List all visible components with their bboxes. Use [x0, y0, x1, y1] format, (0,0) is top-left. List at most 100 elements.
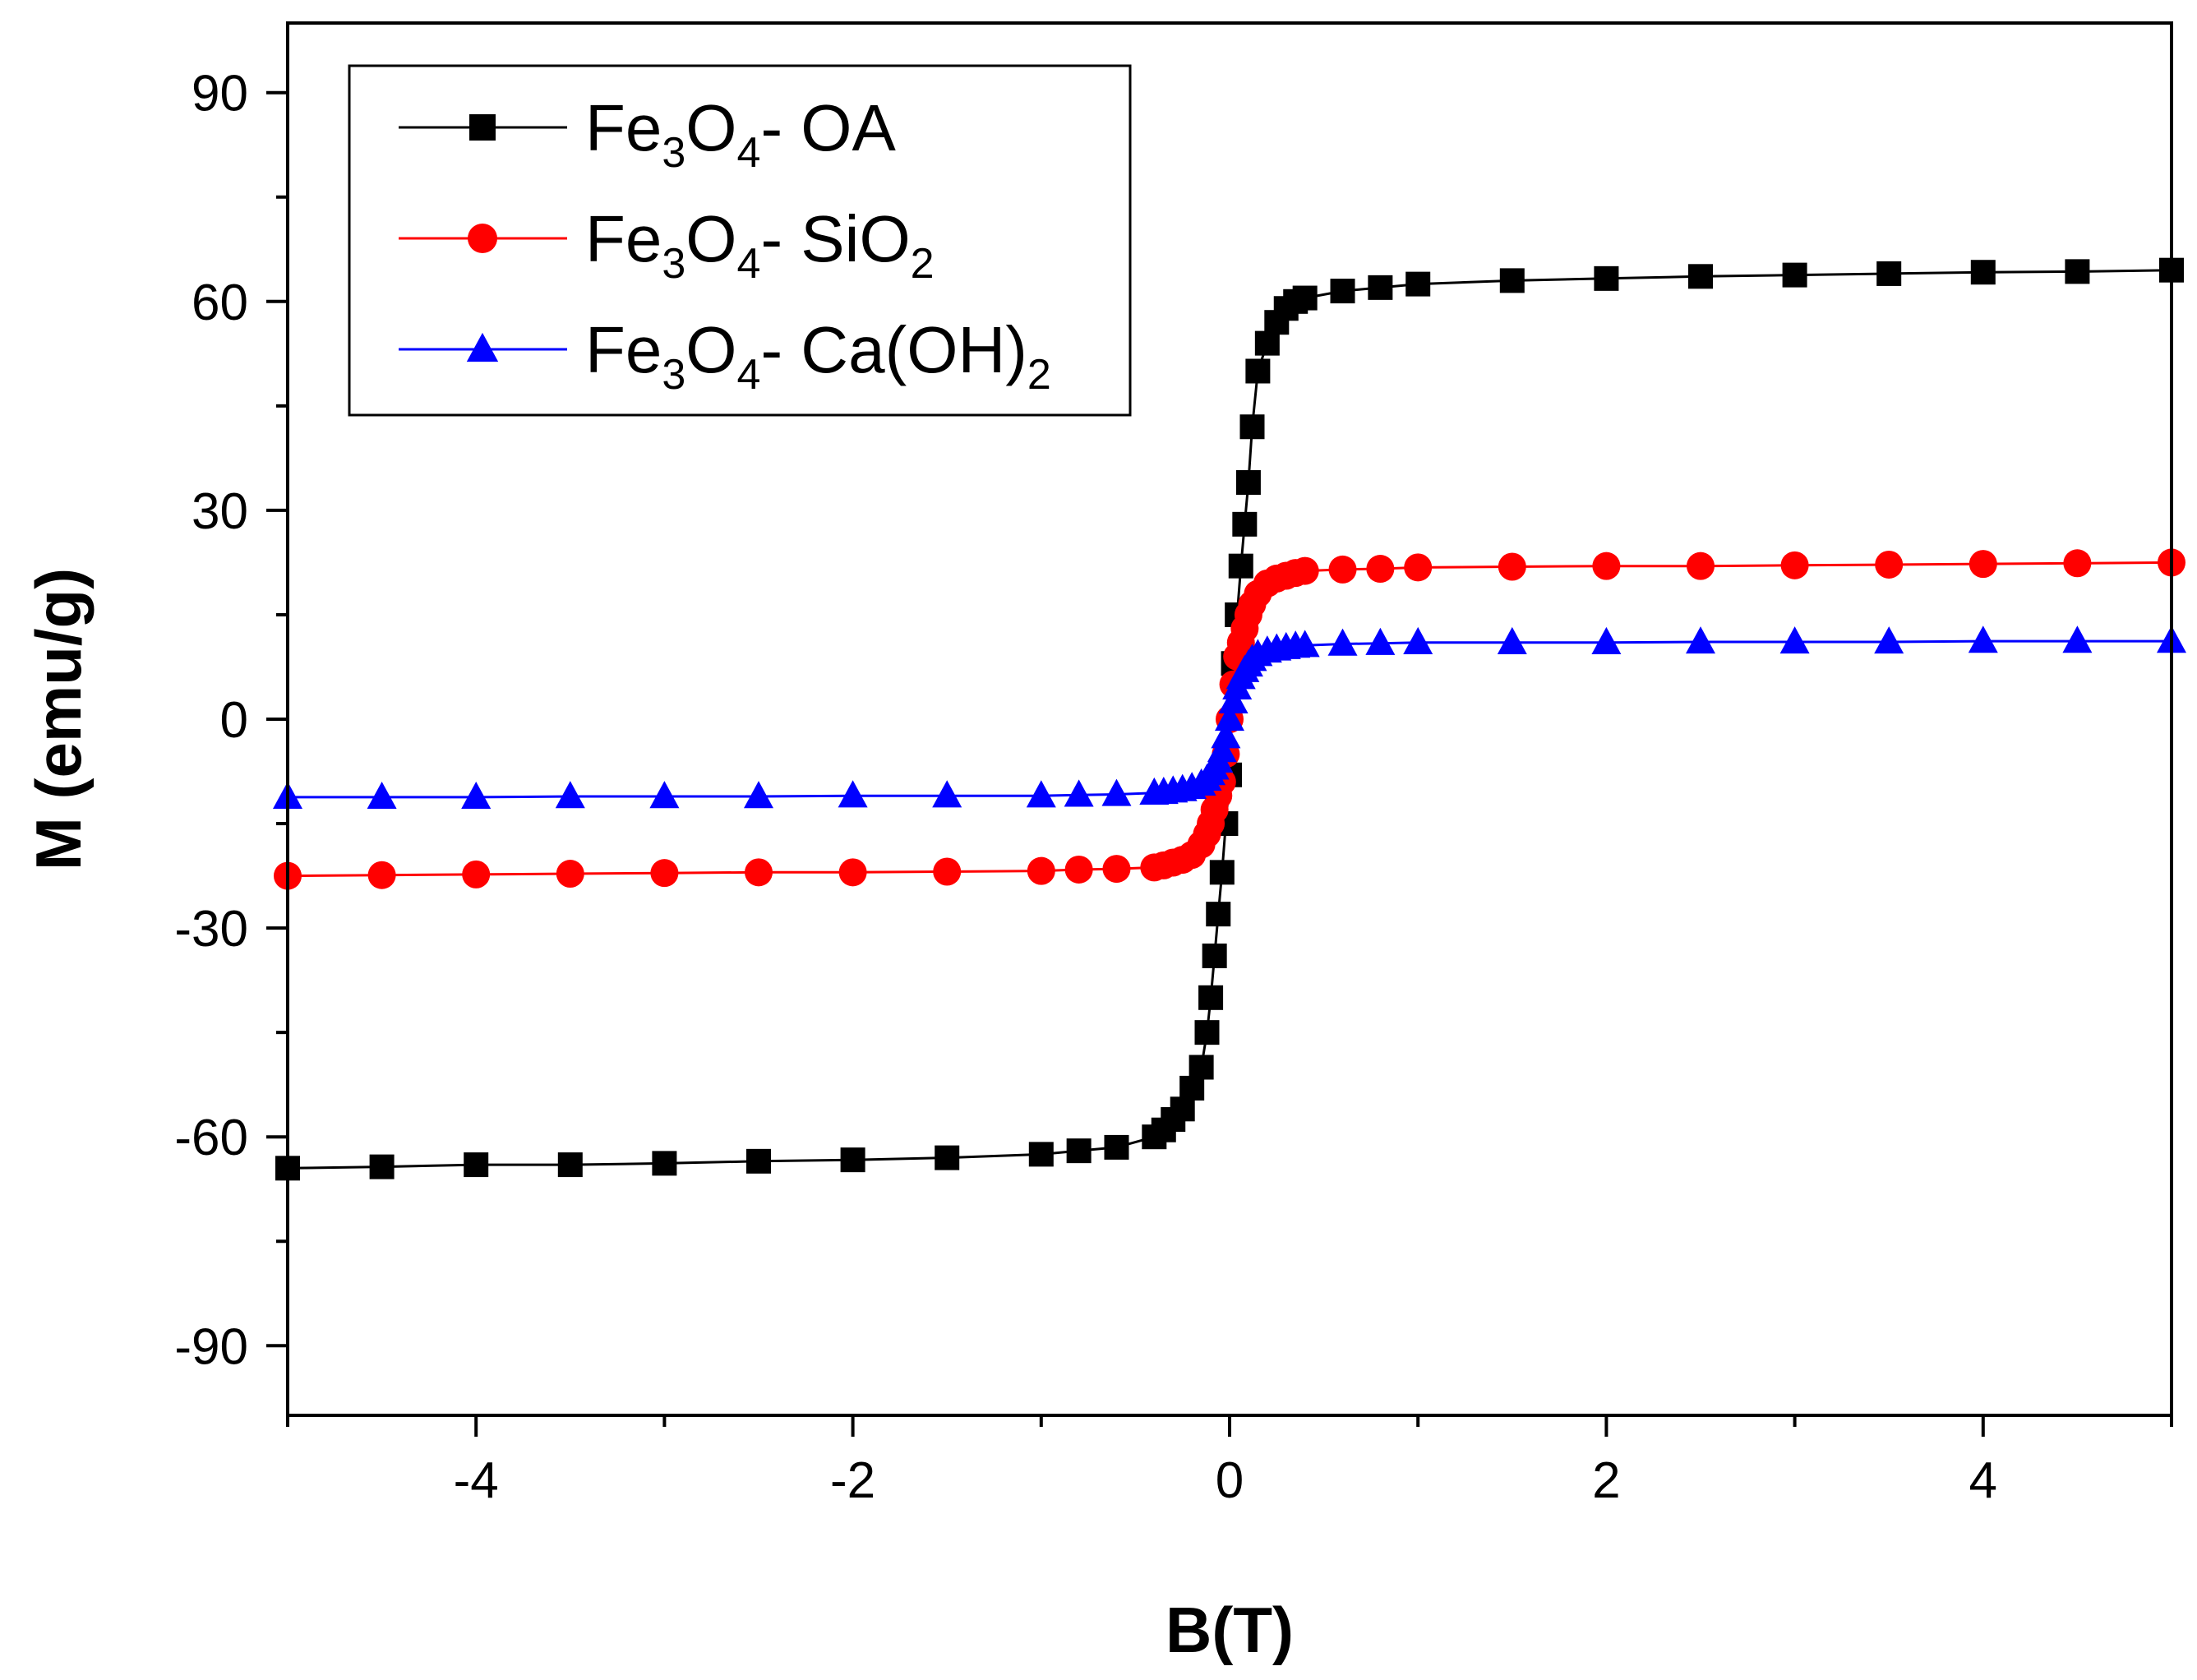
series-3-point: [1290, 630, 1320, 658]
series-1-point: [1292, 285, 1318, 311]
series-1-point: [1228, 553, 1253, 579]
series-1-point: [652, 1151, 677, 1176]
series-2-point: [745, 858, 773, 887]
series-2-point: [462, 860, 491, 888]
legend-label-2: Fe3O4- SiO2: [585, 202, 935, 288]
series-1-point: [1170, 1096, 1195, 1122]
series-2-point: [1027, 856, 1055, 885]
series-1-point: [1330, 279, 1355, 304]
legend-label-1: Fe3O4- OA: [585, 91, 897, 177]
series-2-point: [1875, 550, 1904, 579]
series-3-point: [1064, 779, 1094, 807]
series-1-point: [1499, 268, 1525, 293]
series-1-point: [1028, 1142, 1054, 1167]
series-3-point: [1327, 628, 1358, 656]
series-3-point: [1101, 778, 1132, 806]
series-1-point: [1254, 330, 1280, 356]
series-3-point: [1218, 685, 1249, 713]
series-3-point: [1591, 626, 1622, 655]
y-axis-title: M (emu/g): [22, 568, 95, 870]
series-3-point: [1874, 626, 1904, 654]
series-1-point: [1209, 860, 1235, 885]
series-1-point: [1405, 271, 1431, 297]
series-2-point: [2063, 549, 2092, 578]
y-tick-label: 0: [220, 692, 248, 749]
y-tick-label: 30: [192, 483, 248, 540]
y-tick-label: -30: [174, 901, 248, 958]
series-3-point: [1365, 627, 1396, 655]
series-1-point: [1245, 358, 1271, 384]
series-2-point: [933, 857, 962, 886]
series-1-point: [369, 1154, 395, 1179]
series-2-point: [1290, 556, 1319, 585]
series-3-point: [1686, 626, 1715, 654]
series-1-point: [1232, 511, 1258, 537]
series-2-point: [1404, 553, 1433, 582]
x-tick-label: -2: [830, 1452, 875, 1509]
series-3-point: [2062, 625, 2093, 653]
x-tick-label: 2: [1592, 1452, 1620, 1509]
series-2-point: [1592, 552, 1621, 580]
axis-ticks: -4 -2 0 2 4 -90 -60 -30 0 30 60 90: [174, 66, 2173, 1509]
series-2-point: [367, 861, 396, 889]
series-1-point: [1198, 985, 1224, 1010]
series-3-point: [1779, 626, 1810, 654]
series-1-point: [1189, 1055, 1214, 1080]
x-tick-label: 4: [1969, 1452, 1997, 1509]
legend-marker-2: [468, 224, 497, 253]
x-tick-label: 0: [1216, 1452, 1244, 1509]
series-2-point: [838, 858, 867, 887]
series-1-point: [1876, 261, 1902, 286]
series-1-point: [2065, 259, 2090, 284]
series-3-point: [1403, 626, 1433, 655]
legend-label-3: Fe3O4- Ca(OH)2: [585, 313, 1051, 399]
series-1-point: [1066, 1138, 1092, 1164]
series-3-point: [838, 780, 868, 808]
series-1-point: [1368, 275, 1393, 300]
y-tick-label: -60: [174, 1110, 248, 1166]
series-2-point: [1328, 555, 1357, 584]
series-1-point: [1179, 1075, 1205, 1101]
series-2-point: [556, 860, 584, 888]
series-1-point: [1688, 264, 1713, 289]
series-1-point: [557, 1152, 583, 1178]
series-1-point: [1594, 265, 1619, 291]
legend: Fe3O4- OA Fe3O4- SiO2 Fe3O4- Ca(OH)2: [348, 64, 1132, 417]
series-2-point: [1064, 855, 1093, 884]
series-3-point: [649, 781, 680, 809]
y-tick-label: -90: [174, 1318, 248, 1375]
series-2-point: [1498, 552, 1526, 581]
series-1-point: [746, 1148, 771, 1174]
series-2-point: [1969, 550, 1997, 579]
series-3-point: [1215, 704, 1244, 732]
plot-frame: [286, 21, 2173, 1417]
series-2-point: [650, 859, 679, 888]
x-axis-title: B(T): [1165, 1594, 1294, 1666]
x-tick-label: -4: [454, 1452, 499, 1509]
series-2-point: [1366, 555, 1395, 584]
series-1-point: [1202, 943, 1227, 968]
series-1-point: [1206, 902, 1231, 927]
series-3-point: [1211, 721, 1241, 749]
y-tick-label: 90: [192, 66, 248, 122]
series-1-point: [1104, 1134, 1129, 1160]
series-2-point: [1780, 551, 1809, 579]
legend-marker-3: [466, 332, 499, 362]
series-3-point: [555, 781, 585, 809]
series-1-point: [1235, 470, 1261, 496]
series-1-point: [935, 1145, 960, 1170]
legend-marker-1: [469, 114, 496, 141]
series-1-point: [840, 1147, 865, 1173]
series-1-point: [464, 1152, 489, 1178]
series-2-point: [1687, 552, 1715, 580]
series-2-point: [1102, 855, 1131, 884]
plot-area: [273, 257, 2186, 1181]
series-3-point: [1207, 735, 1237, 763]
series-3-point: [1968, 625, 1998, 653]
series-3-point: [461, 781, 492, 810]
series-3-point: [1497, 626, 1527, 655]
series-1-point: [1970, 260, 1996, 285]
series-1-point: [1194, 1020, 1220, 1045]
series-3-point: [744, 781, 773, 809]
